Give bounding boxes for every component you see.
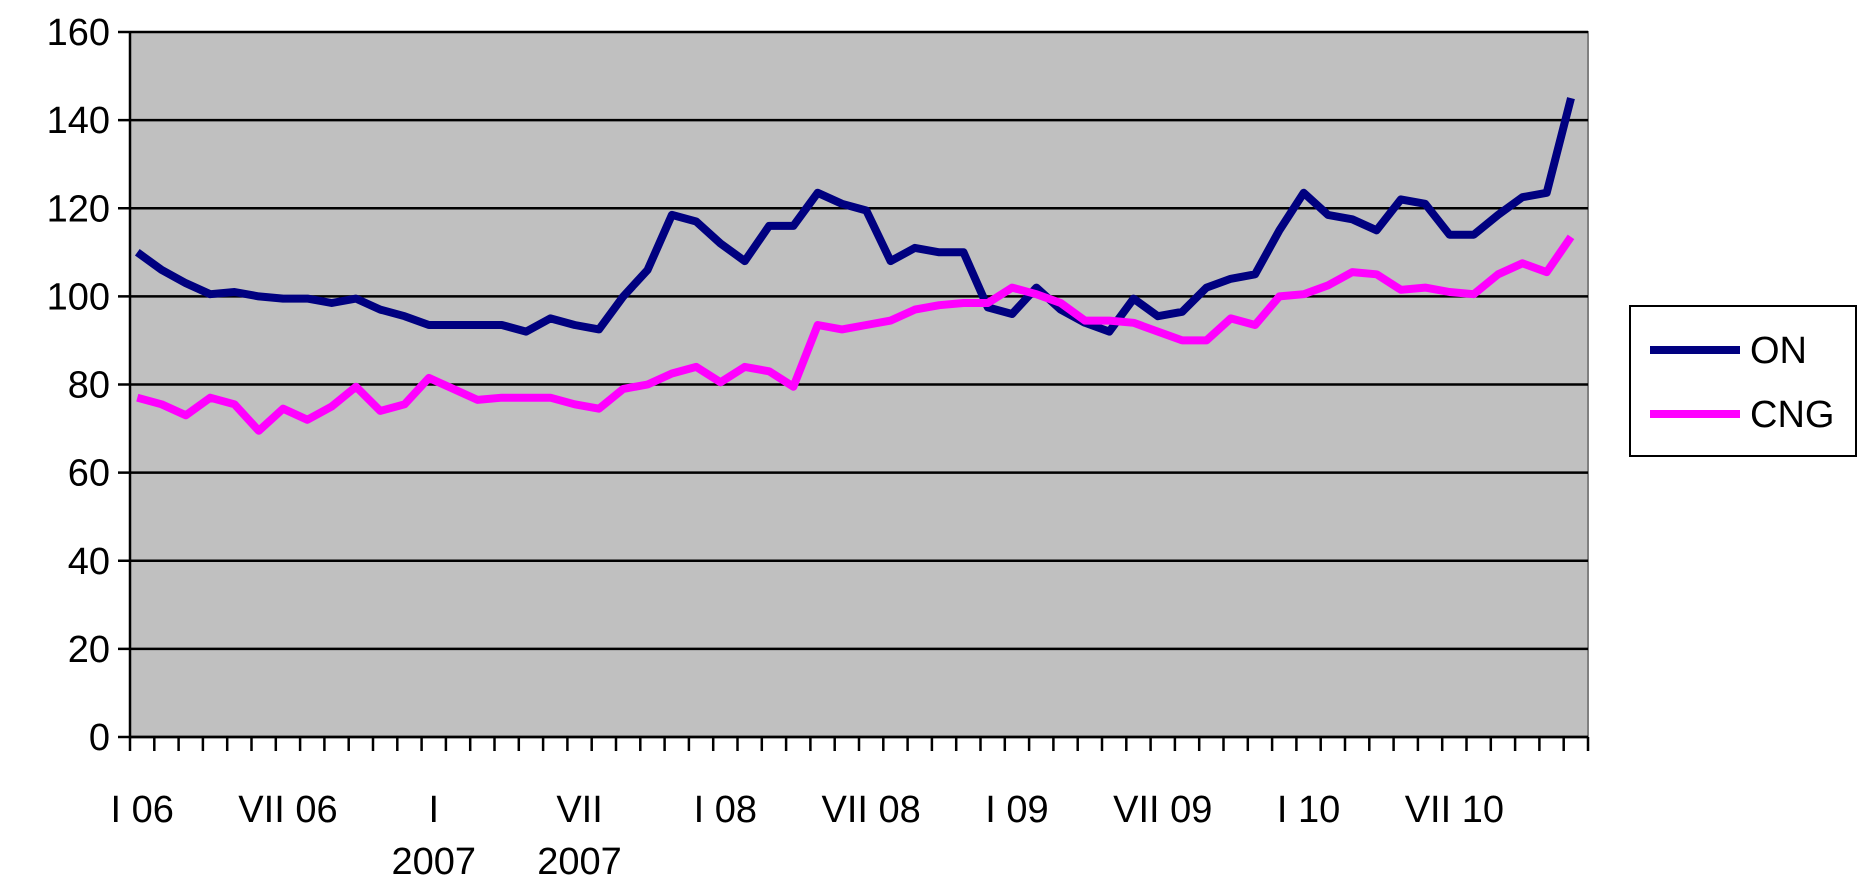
y-tick-label: 100 [47, 276, 110, 318]
y-tick-label: 120 [47, 188, 110, 230]
series-line [136, 234, 1575, 435]
legend-label: CNG [1750, 394, 1834, 436]
x-tick-label: I 08 [694, 789, 757, 831]
x-tick-label: I 09 [985, 789, 1048, 831]
y-tick-label: 60 [68, 453, 110, 495]
x-tick-label: VII 06 [238, 789, 337, 831]
legend-label: ON [1750, 330, 1807, 372]
x-tick-label: VII 08 [822, 789, 921, 831]
x-tick-label: VII 10 [1405, 789, 1504, 831]
y-tick-label: 160 [47, 12, 110, 54]
lines [134, 97, 1575, 435]
axes: 0 20 40 60 80 100 120 140 160 I 06 VII 06 I 2007 VII 2… [47, 12, 1590, 883]
legend-box [1629, 305, 1857, 457]
y-tick-label: 20 [68, 629, 110, 671]
plot-area [129, 30, 1589, 739]
legend: ON CNG [1650, 330, 1834, 436]
y-tick-label: 80 [68, 365, 110, 407]
x-tick-label: I 10 [1277, 789, 1340, 831]
y-tick-label: 140 [47, 100, 110, 142]
x-tick-label: I 2007 [391, 789, 476, 883]
x-tick-label: VII 09 [1113, 789, 1212, 831]
series-line [134, 97, 1575, 336]
x-tick-label: VII 2007 [537, 789, 622, 883]
x-tick-label: I 06 [110, 789, 173, 831]
y-tick-label: 40 [68, 541, 110, 583]
y-tick-label: 0 [89, 717, 110, 759]
